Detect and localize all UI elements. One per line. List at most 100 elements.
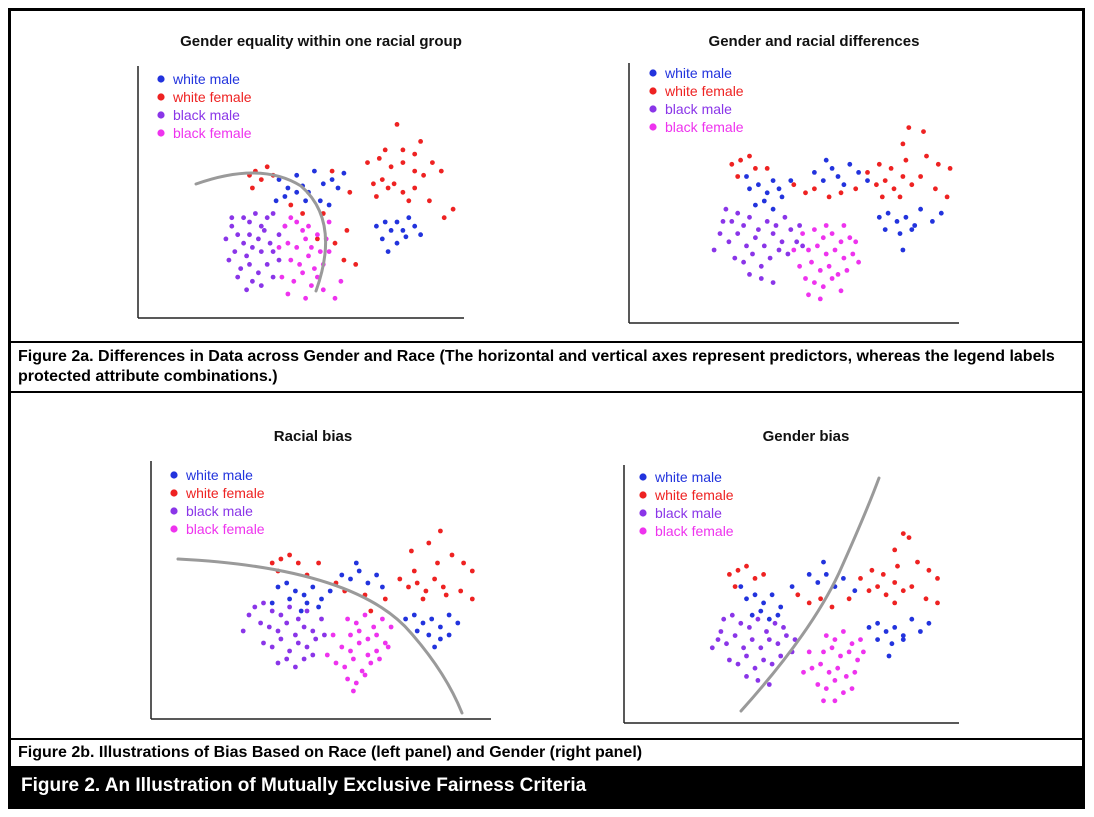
- data-point: [374, 223, 379, 229]
- data-point: [324, 652, 330, 658]
- data-point: [226, 257, 232, 263]
- data-point: [915, 559, 920, 565]
- legend-label: white male: [654, 469, 722, 485]
- data-point: [761, 600, 766, 606]
- data-point: [841, 576, 846, 581]
- data-point: [326, 202, 332, 208]
- data-point: [264, 262, 270, 267]
- data-point: [721, 616, 727, 622]
- data-point: [275, 660, 281, 666]
- data-point: [341, 257, 347, 263]
- data-point: [388, 164, 394, 170]
- data-point: [269, 608, 275, 614]
- data-point: [276, 232, 282, 238]
- data-point: [817, 268, 823, 273]
- data-point: [900, 633, 906, 638]
- data-point: [729, 161, 735, 167]
- data-point: [335, 185, 341, 191]
- data-point: [426, 632, 432, 638]
- data-point: [818, 596, 823, 602]
- data-point: [440, 584, 446, 590]
- series-white-male: [738, 559, 932, 659]
- data-point: [429, 616, 435, 622]
- data-point: [238, 266, 244, 271]
- data-point: [303, 198, 308, 204]
- data-point: [385, 644, 391, 650]
- legend-label: black male: [665, 101, 732, 117]
- data-point: [344, 228, 350, 233]
- data-point: [235, 232, 241, 238]
- data-point: [317, 198, 323, 204]
- data-point: [788, 227, 794, 233]
- data-point: [797, 223, 802, 228]
- data-point: [374, 572, 379, 578]
- data-point: [853, 239, 859, 245]
- legend-marker: [649, 69, 657, 77]
- data-point: [261, 640, 266, 646]
- data-point: [256, 236, 261, 242]
- data-point: [829, 604, 835, 610]
- legend-marker: [649, 123, 657, 131]
- data-point: [720, 219, 726, 224]
- data-point: [852, 588, 858, 594]
- data-point: [923, 596, 929, 602]
- legend-marker: [639, 509, 647, 517]
- data-point: [741, 645, 746, 651]
- data-point: [414, 628, 420, 634]
- data-point: [829, 645, 835, 651]
- data-point: [806, 649, 812, 655]
- data-point: [847, 161, 853, 167]
- data-point: [287, 596, 292, 602]
- data-point: [935, 161, 941, 167]
- data-point: [767, 255, 773, 261]
- legend: white male white female black male black fe…: [170, 467, 265, 537]
- data-point: [244, 287, 250, 293]
- data-point: [276, 257, 282, 263]
- data-point: [729, 612, 735, 618]
- data-point: [435, 560, 440, 566]
- data-point: [874, 182, 879, 188]
- data-point: [288, 202, 294, 208]
- data-point: [288, 257, 294, 263]
- panel-title: Gender and racial differences: [709, 33, 920, 50]
- data-point: [775, 641, 781, 647]
- data-point: [815, 243, 820, 249]
- data-point: [282, 223, 288, 229]
- data-point: [858, 576, 863, 581]
- data-point: [284, 580, 290, 586]
- data-point: [315, 236, 320, 242]
- data-point: [432, 576, 437, 582]
- data-point: [293, 632, 298, 638]
- data-point: [412, 185, 418, 191]
- data-point: [241, 215, 247, 221]
- data-point: [918, 174, 923, 179]
- legend-label: white female: [664, 83, 744, 99]
- data-point: [269, 644, 275, 650]
- data-point: [761, 198, 767, 204]
- data-point: [880, 572, 886, 577]
- data-point: [738, 157, 743, 163]
- legend-marker: [649, 87, 657, 95]
- data-point: [841, 182, 847, 188]
- data-point: [284, 620, 290, 626]
- data-point: [794, 239, 800, 245]
- data-point: [235, 274, 241, 280]
- data-point: [246, 612, 252, 618]
- data-point: [924, 153, 929, 159]
- data-point: [269, 560, 275, 566]
- data-point: [809, 259, 814, 265]
- data-point: [287, 552, 292, 558]
- data-point: [753, 202, 758, 208]
- data-point: [918, 206, 923, 212]
- data-point: [365, 652, 371, 658]
- data-point: [258, 223, 264, 229]
- data-point: [800, 243, 805, 249]
- data-point: [832, 247, 838, 253]
- data-point: [406, 198, 412, 204]
- data-point: [244, 253, 250, 259]
- data-point: [879, 194, 885, 200]
- data-point: [829, 231, 835, 237]
- data-point: [750, 251, 755, 257]
- data-point: [758, 276, 764, 281]
- data-point: [741, 223, 746, 228]
